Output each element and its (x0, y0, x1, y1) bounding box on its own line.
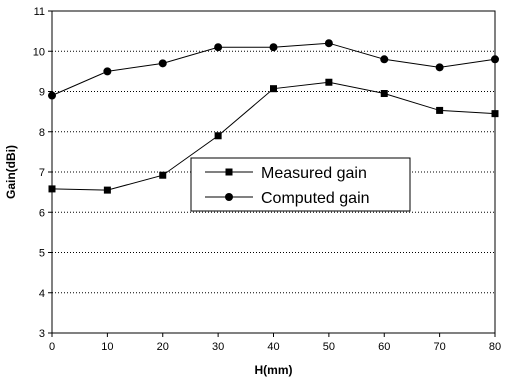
data-point-measured-gain (270, 85, 277, 93)
legend-computed-marker (225, 193, 233, 201)
data-point-computed-gain (269, 43, 278, 52)
legend: Measured gain Computed gain (190, 157, 411, 212)
data-point-measured-gain (436, 106, 444, 114)
y-tick-label: 10 (33, 46, 45, 58)
x-axis-title: H(mm) (255, 363, 293, 377)
x-tick-label: 0 (49, 341, 55, 353)
data-point-computed-gain (435, 63, 444, 72)
legend-measured-label: Measured gain (261, 165, 367, 182)
x-tick-label: 80 (489, 341, 501, 353)
y-tick-label: 6 (39, 207, 45, 219)
y-tick-label: 7 (39, 167, 45, 179)
legend-computed-label: Computed gain (261, 190, 370, 207)
series-group (48, 39, 499, 194)
data-point-measured-gain (48, 185, 56, 193)
data-point-computed-gain (324, 39, 333, 48)
data-point-computed-gain (103, 67, 112, 76)
data-point-measured-gain (103, 186, 111, 194)
data-point-computed-gain (48, 91, 56, 100)
y-tick-label: 9 (39, 87, 45, 99)
x-tick-label: 50 (323, 341, 335, 353)
legend-measured-marker (225, 168, 233, 176)
x-tick-label: 70 (434, 341, 446, 353)
data-point-computed-gain (214, 43, 223, 52)
data-point-computed-gain (491, 55, 499, 64)
data-point-measured-gain (491, 110, 499, 118)
x-tick-label: 30 (212, 341, 224, 353)
data-point-measured-gain (214, 132, 222, 140)
legend-box (190, 157, 411, 212)
axis-ticks: 3 4 5 6 7 8 9 10 11 0 10 20 30 40 50 60 70 80 (33, 6, 501, 353)
y-tick-label: 5 (39, 248, 45, 260)
y-tick-label: 4 (39, 288, 45, 300)
x-tick-label: 40 (267, 341, 279, 353)
grid-lines (52, 50, 495, 294)
x-tick-label: 20 (157, 341, 169, 353)
data-point-computed-gain (380, 55, 389, 64)
y-tick-label: 8 (39, 127, 45, 139)
y-axis-title: Gain(dBi) (4, 145, 18, 199)
x-tick-label: 10 (101, 341, 113, 353)
data-point-measured-gain (380, 90, 388, 98)
y-tick-label: 11 (34, 6, 45, 18)
data-point-measured-gain (325, 78, 333, 86)
x-tick-label: 60 (378, 341, 390, 353)
data-point-computed-gain (158, 59, 167, 68)
data-point-measured-gain (159, 171, 167, 179)
y-tick-label: 3 (39, 328, 45, 340)
